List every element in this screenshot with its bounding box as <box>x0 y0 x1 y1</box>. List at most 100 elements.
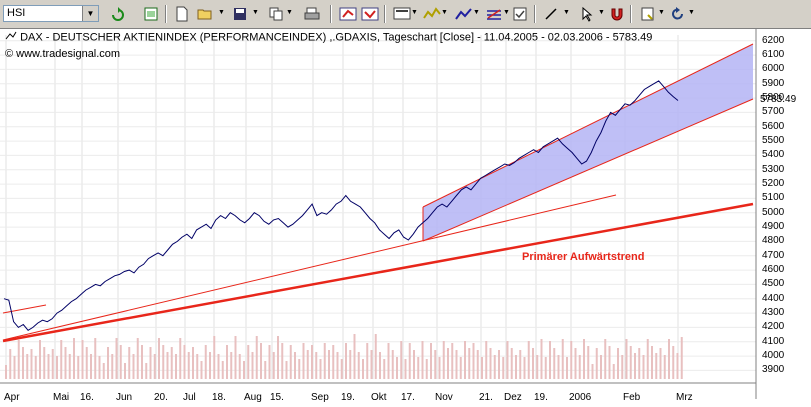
volume-bar-66 <box>285 361 288 379</box>
volume-bar-102 <box>438 357 441 379</box>
volume-bar-36 <box>158 338 160 379</box>
volume-bar-149 <box>638 348 641 379</box>
volume-bar-37 <box>162 345 165 379</box>
x-axis-label-13: Nov <box>435 392 453 403</box>
volume-bar-12 <box>56 356 58 379</box>
magnet-icon[interactable] <box>607 5 627 23</box>
calendar-icon[interactable] <box>141 5 161 23</box>
y-axis-label-17: 4500 <box>762 278 785 290</box>
volume-bar-137 <box>587 346 590 379</box>
volume-bar-130 <box>557 355 560 379</box>
volume-bar-78 <box>336 352 339 379</box>
y-axis-label-6: 5600 <box>762 120 785 132</box>
secondary-trend-line <box>2 194 617 341</box>
trend-tool-icon[interactable] <box>454 5 474 23</box>
x-axis-label-17: 2006 <box>569 392 592 403</box>
volume-bar-125 <box>536 355 539 379</box>
arrow-left-icon[interactable] <box>338 5 358 23</box>
volume-bar-21 <box>94 338 97 379</box>
line-chart-icon <box>5 31 17 44</box>
volume-bar-151 <box>646 339 649 379</box>
volume-bar-144 <box>617 348 619 379</box>
volume-bar-52 <box>226 345 228 379</box>
volume-bar-51 <box>221 361 224 379</box>
copy-icon[interactable] <box>266 5 286 23</box>
volume-bar-84 <box>362 359 364 379</box>
y-axis-label-0: 6200 <box>762 34 785 46</box>
y-axis-label-19: 4300 <box>762 307 785 319</box>
volume-bar-79 <box>340 359 343 379</box>
y-axis-label-1: 6100 <box>762 49 785 61</box>
volume-bar-141 <box>604 339 607 379</box>
volume-bar-142 <box>608 346 611 379</box>
y-axis-label-23: 3900 <box>762 364 785 376</box>
chevron-down-icon[interactable]: ▼ <box>82 6 98 21</box>
volume-bar-28 <box>124 363 126 379</box>
volume-bar-104 <box>447 348 449 379</box>
new-document-icon[interactable] <box>172 5 192 23</box>
volume-bar-4 <box>22 347 24 379</box>
draw-line-icon[interactable] <box>541 5 561 23</box>
volume-bar-74 <box>319 359 322 379</box>
volume-bar-6 <box>30 349 33 379</box>
price-chart[interactable] <box>0 29 811 407</box>
volume-bar-140 <box>600 355 602 379</box>
y-axis-label-22: 4000 <box>762 350 785 362</box>
y-axis-label-9: 5300 <box>762 163 785 175</box>
open-folder-icon[interactable] <box>196 5 216 23</box>
save-icon[interactable] <box>230 5 250 23</box>
symbol-value: HSI <box>7 7 26 19</box>
volume-bar-155 <box>663 355 666 379</box>
volume-bar-80 <box>345 343 347 379</box>
volume-bar-89 <box>383 359 386 379</box>
undo-icon[interactable] <box>668 5 688 23</box>
volume-bar-93 <box>400 341 403 379</box>
arrow-right-icon[interactable] <box>360 5 380 23</box>
volume-bar-134 <box>574 348 577 379</box>
volume-bar-48 <box>209 352 211 379</box>
volume-bar-119 <box>510 348 513 379</box>
volume-bar-98 <box>421 341 424 379</box>
volume-bar-92 <box>396 357 398 379</box>
volume-bar-39 <box>170 347 173 379</box>
properties-icon[interactable] <box>510 5 530 23</box>
volume-bar-145 <box>621 355 624 379</box>
volume-bar-116 <box>498 350 500 379</box>
x-axis-label-19: Mrz <box>676 392 693 403</box>
volume-bar-138 <box>591 364 594 379</box>
print-icon[interactable] <box>302 5 322 23</box>
refresh-icon[interactable] <box>108 5 128 23</box>
settings-icon[interactable] <box>638 5 658 23</box>
volume-bar-34 <box>149 347 152 379</box>
volume-bar-35 <box>153 354 156 379</box>
volume-bar-147 <box>629 346 632 379</box>
volume-bar-153 <box>655 353 658 379</box>
fibonacci-icon[interactable] <box>484 5 504 23</box>
volume-bar-31 <box>136 338 139 379</box>
volume-bar-32 <box>141 345 143 379</box>
volume-bar-152 <box>651 346 653 379</box>
channel-upper-line <box>422 43 754 208</box>
y-axis-label-15: 4700 <box>762 249 785 261</box>
volume-bar-10 <box>47 354 50 379</box>
volume-bar-73 <box>315 352 318 379</box>
symbol-input[interactable]: HSI ▼ <box>3 5 99 22</box>
volume-bar-131 <box>561 339 564 379</box>
indicator-icon[interactable] <box>422 5 442 23</box>
y-axis-label-8: 5400 <box>762 149 785 161</box>
x-axis-label-8: 15. <box>270 392 284 403</box>
volume-bar-157 <box>672 346 675 379</box>
x-axis-label-1: Mai <box>53 392 70 403</box>
volume-bar-121 <box>519 350 522 379</box>
chart-type-icon[interactable] <box>392 5 412 23</box>
chart-area[interactable]: DAX - DEUTSCHER AKTIENINDEX (PERFORMANCE… <box>0 29 811 407</box>
cursor-icon[interactable] <box>577 5 597 23</box>
volume-bar-101 <box>434 350 437 379</box>
x-axis-label-11: Okt <box>371 392 387 403</box>
chart-caption: DAX - DEUTSCHER AKTIENINDEX (PERFORMANCE… <box>5 31 652 44</box>
volume-bar-59 <box>255 336 258 379</box>
short-trend-line <box>2 304 47 314</box>
volume-bar-9 <box>43 347 46 379</box>
volume-bar-86 <box>370 350 373 379</box>
volume-bar-90 <box>387 343 390 379</box>
